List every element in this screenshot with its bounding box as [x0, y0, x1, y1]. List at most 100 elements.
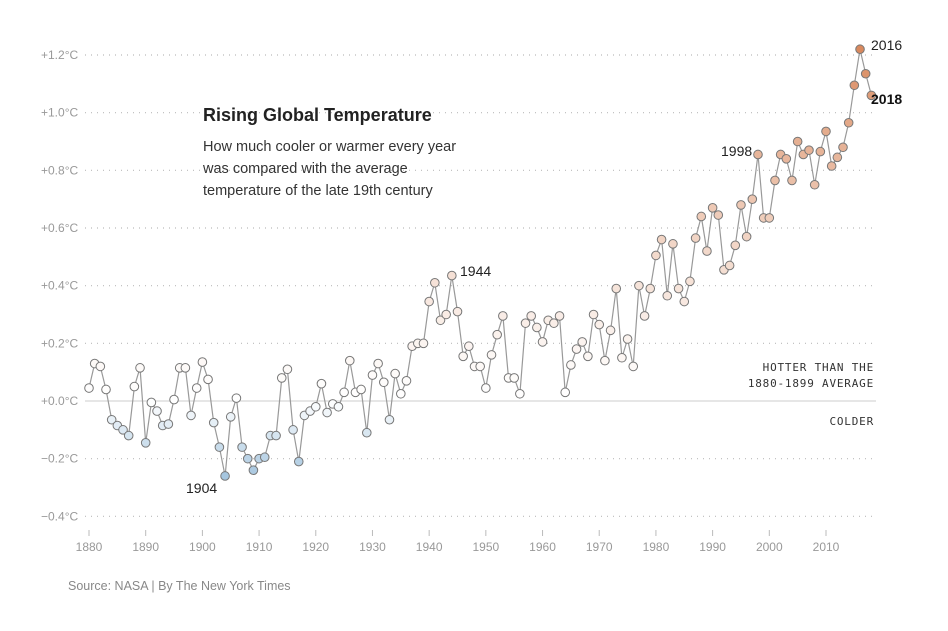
data-point-1958 — [526, 311, 537, 321]
data-point-1933 — [384, 414, 395, 425]
data-point-1889 — [135, 363, 145, 373]
data-point-1891 — [146, 397, 157, 408]
data-point-1982 — [662, 290, 673, 301]
data-point-1882 — [95, 361, 106, 372]
data-point-1953 — [498, 311, 508, 321]
data-point-1991 — [713, 210, 724, 220]
data-point-1952 — [492, 329, 502, 340]
annotation-1944: 1944 — [460, 263, 491, 279]
data-point-1962 — [549, 318, 559, 328]
y-tick-label: +1.2°C — [41, 48, 78, 62]
data-point-1886 — [118, 425, 128, 435]
data-point-1977 — [634, 280, 644, 291]
x-tick-label: 1930 — [359, 540, 386, 554]
annotation-1904: 1904 — [186, 480, 217, 496]
data-point-1906 — [231, 393, 242, 403]
y-tick-label: +1.0°C — [41, 106, 78, 120]
data-point-2011 — [826, 161, 837, 171]
data-point-2005 — [792, 136, 803, 147]
data-point-1898 — [186, 410, 196, 421]
y-tick-label: +0.4°C — [41, 279, 78, 293]
data-point-1967 — [577, 337, 588, 347]
data-point-1963 — [554, 311, 565, 321]
data-point-1945 — [452, 306, 463, 317]
data-point-1901 — [203, 374, 213, 385]
y-tick-label: +0.2°C — [41, 336, 78, 350]
data-point-1998 — [753, 149, 763, 160]
data-point-1929 — [361, 427, 372, 438]
x-axis-ticks: 1880 1890 1900 1910 1920 1930 1940 1950 1960 1970… — [76, 530, 840, 554]
annotation-2016: 2016 — [871, 37, 902, 53]
data-point-1980 — [651, 250, 661, 261]
x-tick-label: 1900 — [189, 540, 216, 554]
data-point-1973 — [611, 283, 622, 294]
data-point-1985 — [679, 296, 690, 307]
x-tick-label: 1910 — [246, 540, 273, 554]
data-point-1928 — [356, 384, 366, 395]
source-credit: Source: NASA | By The New York Times — [68, 579, 291, 593]
data-point-1916 — [288, 425, 298, 435]
data-point-1920 — [310, 401, 321, 412]
hotter-label-line-1: HOTTER THAN THE — [763, 361, 874, 374]
data-point-1911 — [259, 452, 270, 463]
data-point-1997 — [747, 194, 758, 204]
data-point-1951 — [486, 350, 497, 360]
data-point-1949 — [475, 361, 485, 372]
data-point-1988 — [696, 211, 707, 222]
data-point-1971 — [600, 355, 610, 366]
data-point-1995 — [736, 200, 746, 210]
x-tick-label: 1980 — [643, 540, 670, 554]
data-point-1887 — [123, 430, 134, 441]
data-point-1880 — [84, 383, 94, 393]
data-point-2017 — [860, 68, 871, 79]
data-point-1942 — [435, 315, 446, 326]
data-point-1926 — [344, 355, 355, 366]
data-point-1935 — [396, 388, 406, 399]
data-point-2008 — [809, 179, 820, 190]
x-tick-label: 1960 — [529, 540, 556, 554]
y-tick-label: −0.2°C — [41, 452, 78, 466]
data-point-1972 — [605, 325, 616, 336]
data-point-1902 — [208, 417, 219, 428]
data-point-1983 — [668, 239, 678, 249]
temperature-series — [84, 44, 877, 481]
x-tick-label: 2010 — [813, 540, 840, 554]
chart-subtitle-line-1: How much cooler or warmer every year — [203, 139, 456, 155]
data-point-2014 — [843, 117, 854, 128]
data-point-1959 — [532, 322, 542, 333]
data-point-1895 — [169, 394, 179, 405]
data-point-1979 — [645, 283, 656, 294]
data-point-2000 — [764, 213, 775, 223]
data-point-1943 — [441, 309, 451, 320]
data-point-1975 — [622, 334, 633, 344]
data-point-2001 — [770, 175, 780, 186]
data-point-1915 — [282, 364, 293, 375]
x-tick-label: 1940 — [416, 540, 443, 554]
x-tick-label: 1950 — [472, 540, 499, 554]
data-point-2010 — [821, 126, 831, 137]
data-point-2018 — [866, 90, 877, 101]
data-point-1964 — [560, 387, 571, 398]
data-point-1884 — [106, 414, 117, 425]
data-point-1986 — [685, 276, 695, 287]
chart-subtitle-line-3: temperature of the late 19th century — [203, 183, 433, 199]
data-point-1978 — [639, 311, 650, 321]
data-point-2009 — [815, 146, 826, 157]
data-point-1894 — [163, 419, 174, 429]
chart-subtitle-line-2: was compared with the average — [202, 161, 408, 177]
data-point-1990 — [707, 203, 718, 213]
data-point-1981 — [656, 234, 667, 245]
data-point-1969 — [588, 309, 599, 320]
data-point-1907 — [237, 442, 247, 452]
x-tick-label: 2000 — [756, 540, 783, 554]
data-point-1974 — [617, 352, 627, 363]
data-point-1890 — [140, 438, 151, 448]
data-point-1993 — [724, 260, 735, 271]
data-point-1913 — [271, 430, 281, 441]
data-point-1904 — [220, 471, 230, 481]
data-point-2004 — [787, 175, 797, 186]
data-point-1932 — [379, 377, 389, 388]
data-point-1944 — [447, 270, 457, 281]
data-point-1939 — [418, 338, 429, 349]
data-point-1994 — [730, 240, 741, 251]
